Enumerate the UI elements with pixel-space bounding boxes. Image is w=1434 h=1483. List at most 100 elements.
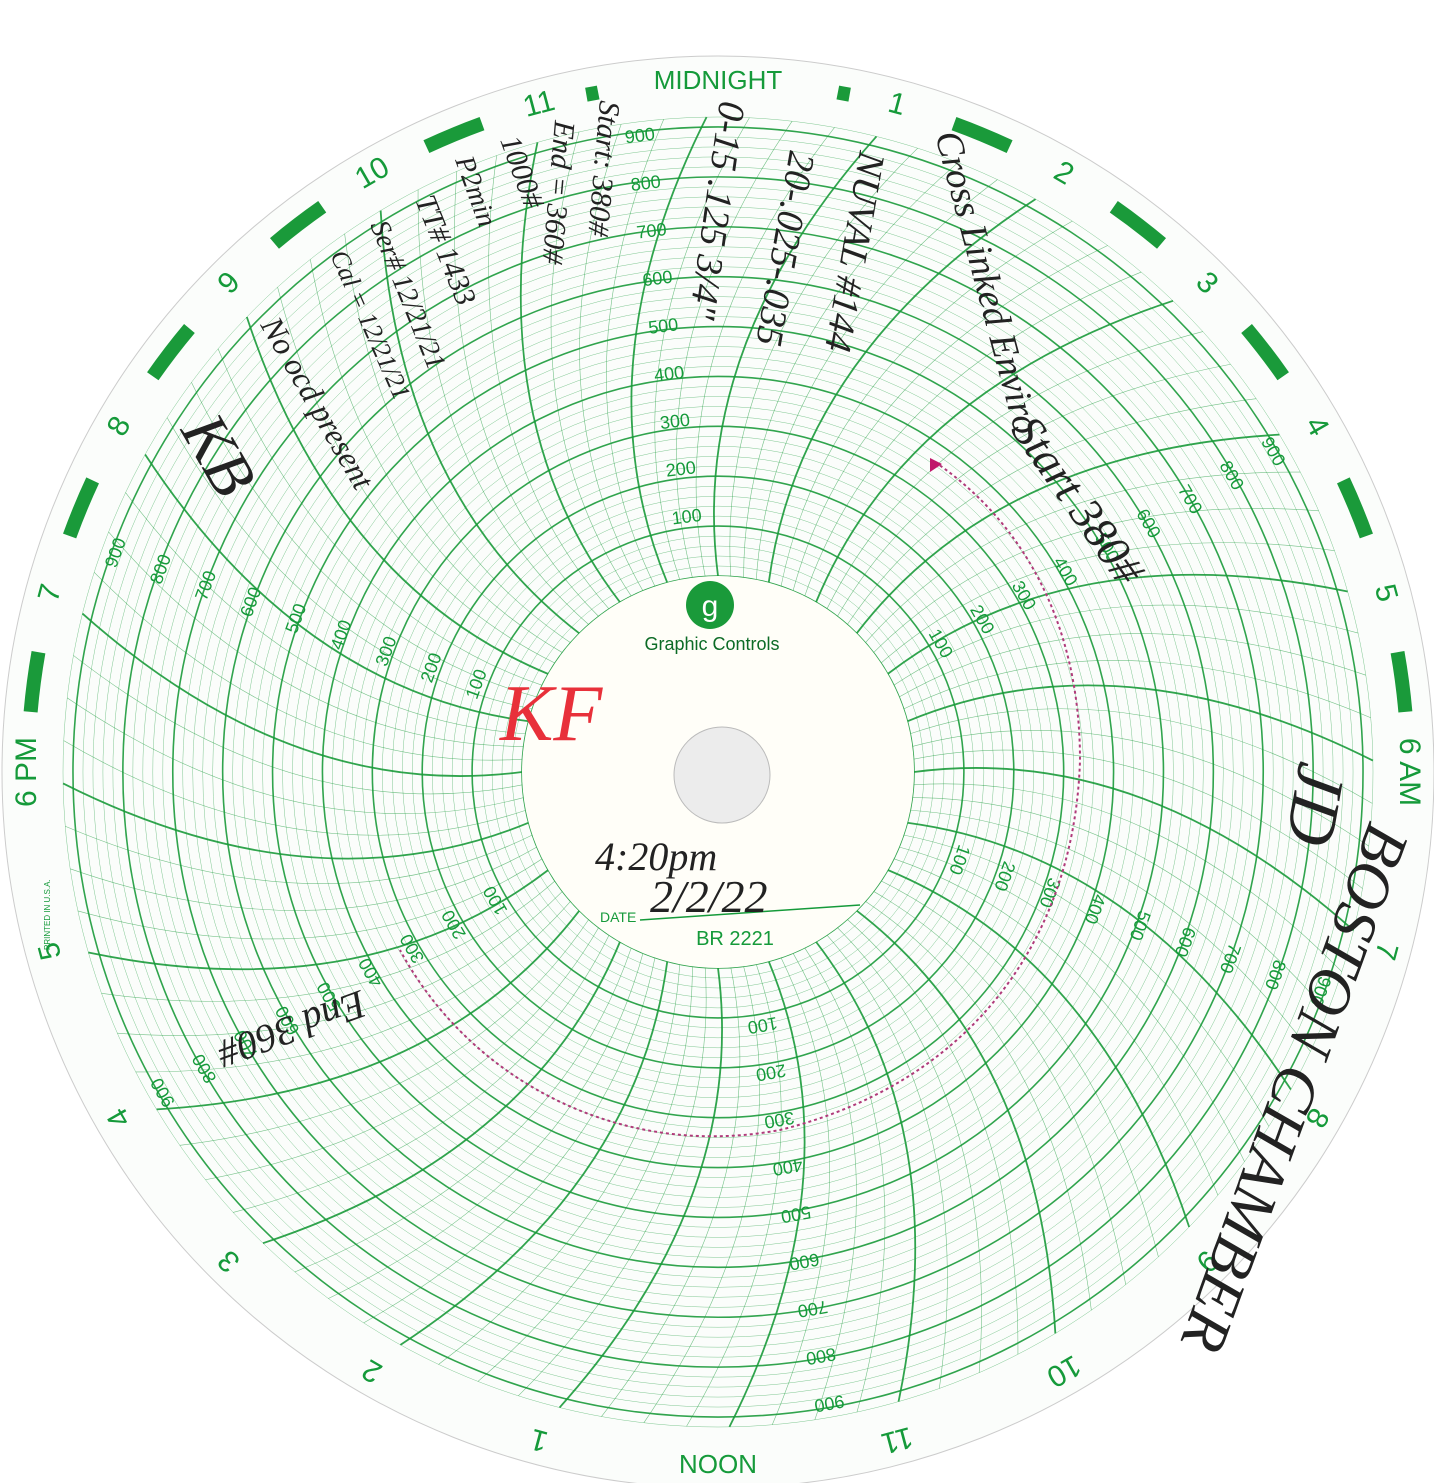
grid-ring [282,336,1154,1208]
time-line [294,947,632,1273]
time-line [438,964,681,1365]
time-line [309,259,563,653]
time-line [767,198,1037,583]
grid-ring [312,366,1124,1178]
time-line [88,869,549,971]
grid-ring [242,296,1194,1248]
grid-ring [221,275,1215,1269]
grid-ring [72,126,1364,1418]
time-line [62,782,530,860]
night-bar [269,201,327,249]
time-line [488,155,610,610]
time-line [880,542,1335,664]
time-line [815,941,917,1402]
time-line [518,967,707,1397]
time-line [233,934,610,1213]
brand: Graphic Controls [644,634,779,654]
grid-ring [461,515,975,1029]
time-line [676,121,793,578]
night-bar [423,117,485,153]
time-line [880,880,1159,1257]
time-line [903,660,1371,719]
time-line [101,880,556,1002]
time-line [70,846,538,911]
grid-ring [371,425,1065,1119]
time-line [873,508,1319,653]
date-label: DATE [600,909,636,925]
time-line [73,655,523,795]
time-line [913,749,1363,889]
time-line [379,210,580,635]
scale-label: 900 [624,124,656,148]
night-bar [147,323,195,381]
time-line [606,119,665,587]
time-line [913,783,1343,972]
time-line [910,809,1311,1052]
time-line [77,858,543,940]
time-line [601,967,741,1417]
time-line [865,900,1092,1311]
grid-ring [182,236,1254,1308]
hour-label: NOON [679,1449,757,1479]
grid-ring [262,316,1174,1228]
time-line [873,891,1127,1285]
time-line [135,901,571,1073]
time-line [156,910,581,1111]
grid-ring [152,206,1284,1338]
grid-ring [112,166,1324,1378]
scale-label: 300 [659,410,691,434]
time-line [117,891,563,1036]
time-line [743,162,959,578]
printed-in: PRINTED IN U.S.A. [43,879,52,950]
note: 2/2/22 [650,871,768,922]
grid-ring [232,286,1204,1258]
time-line [477,966,693,1382]
time-line [81,612,523,777]
time-line [417,189,589,625]
time-line [729,147,918,577]
grid-ring [62,116,1374,1428]
time-line [713,135,878,577]
grid-ring [511,565,925,979]
time-line [855,433,1280,634]
time-line [913,767,1355,932]
time-line [846,398,1257,625]
grid-ring [142,196,1294,1348]
night-bar [1241,323,1289,381]
time-line [65,825,533,884]
time-line [125,492,526,735]
time-line [643,966,760,1423]
time-line [519,142,621,603]
time-line [887,869,1191,1228]
scale-label: 600 [641,267,673,291]
grid-ring [171,225,1265,1319]
time-line [893,858,1219,1196]
night-bar [951,117,1013,153]
night-bar [585,85,600,102]
grid-ring [212,266,1224,1278]
time-line [826,331,1203,610]
time-line [363,957,656,1324]
time-line [695,127,835,577]
grid-ring [471,525,965,1019]
time-line [454,171,599,617]
night-bar [63,477,99,539]
scale-label: 200 [665,457,697,481]
time-line [815,299,1174,603]
grid-ring [92,146,1344,1398]
grid-ring [321,375,1115,1169]
time-line [344,233,571,644]
grid-ring [192,246,1244,1298]
grid-ring [382,436,1054,1108]
chart-number: BR 2221 [696,928,774,950]
time-line [899,846,1245,1162]
grid-ring [342,396,1094,1148]
time-line [792,245,1108,591]
grid-ring [491,545,945,999]
time-line [108,531,524,747]
night-bar [1390,650,1413,713]
time-line [262,941,621,1245]
logo-circle [686,581,734,629]
